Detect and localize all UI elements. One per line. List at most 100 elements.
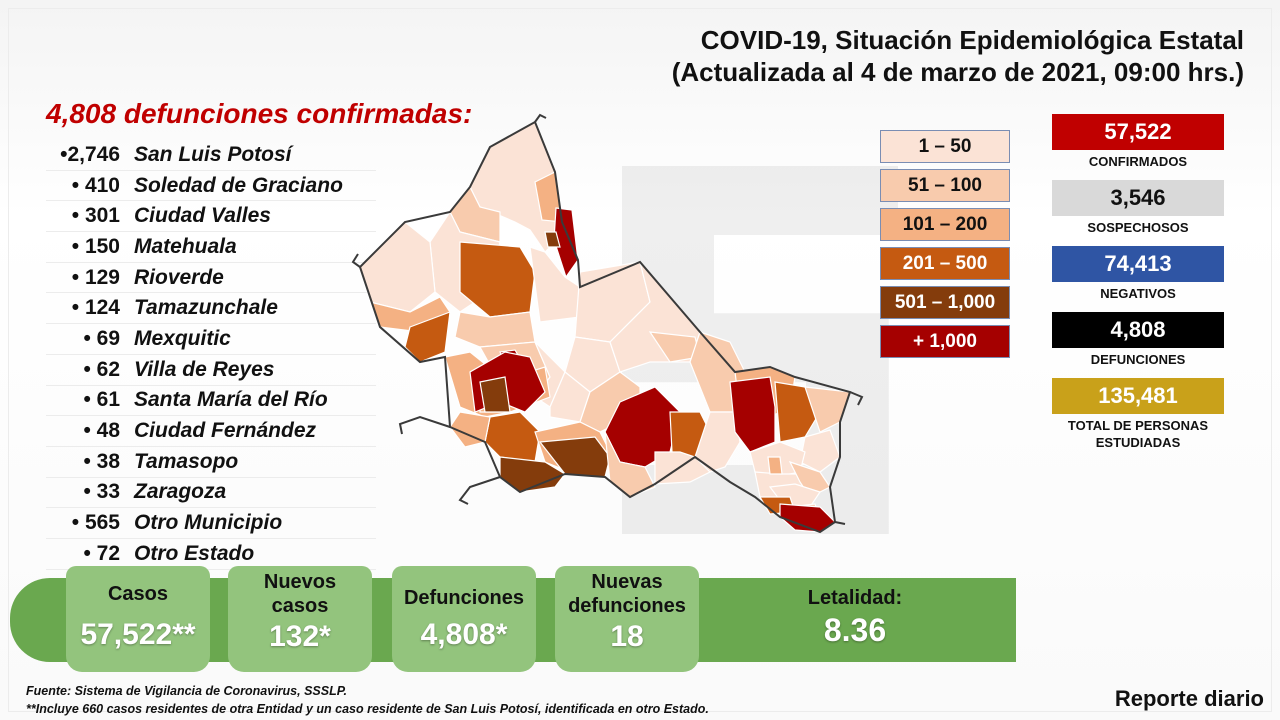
- death-count: • 48: [83, 419, 120, 443]
- cases-note: **Incluye 660 casos residentes de otra E…: [26, 702, 709, 716]
- stat-suspected: 3,546 SOSPECHOSOS: [1052, 180, 1224, 236]
- municipality-name: Matehuala: [134, 234, 237, 258]
- death-count: • 33: [83, 480, 120, 504]
- list-item: • 38 Tamasopo: [46, 447, 376, 478]
- death-count: • 38: [83, 449, 120, 473]
- stat-value: 135,481: [1052, 378, 1224, 414]
- death-count: • 129: [71, 265, 120, 289]
- list-item: •2,746 San Luis Potosí: [46, 140, 376, 171]
- municipality-name: Otro Municipio: [134, 511, 283, 535]
- stat-deaths: 4,808 DEFUNCIONES: [1052, 312, 1224, 368]
- list-item: • 565 Otro Municipio: [46, 508, 376, 539]
- map-outline: [358, 120, 852, 534]
- state-choropleth-map: [351, 113, 864, 534]
- death-count: • 150: [71, 234, 120, 258]
- page-title: COVID-19, Situación Epidemiológica Estat…: [672, 24, 1244, 88]
- stat-value: 74,413: [1052, 246, 1224, 282]
- map-region: [799, 429, 841, 473]
- stat-label: SOSPECHOSOS: [1087, 220, 1189, 235]
- new-deaths-label: Nuevas defunciones: [568, 571, 686, 617]
- cases-card: Casos 57,522**: [66, 566, 210, 672]
- legend-item: + 1,000: [880, 325, 1010, 358]
- cases-value: 57,522**: [80, 618, 196, 651]
- footnote: Fuente: Sistema de Vigilancia de Coronav…: [26, 682, 709, 718]
- legend-item: 1 – 50: [880, 130, 1010, 163]
- list-item: • 69 Mexquitic: [46, 324, 376, 355]
- stat-label: NEGATIVOS: [1100, 286, 1176, 301]
- map-region: [454, 311, 536, 348]
- map-region: [767, 456, 783, 475]
- list-item: • 301 Ciudad Valles: [46, 201, 376, 233]
- lethality-value: 8.36: [823, 612, 887, 648]
- municipality-name: Otro Estado: [134, 541, 255, 565]
- title-line-1: COVID-19, Situación Epidemiológica Estat…: [700, 25, 1244, 55]
- municipality-name: Ciudad Fernández: [134, 419, 317, 443]
- death-count: •2,746: [60, 142, 120, 166]
- new-cases-label: Nuevos casos: [263, 571, 337, 617]
- map-region: [449, 411, 491, 448]
- daily-report-label: Reporte diario: [1114, 686, 1264, 711]
- legend-item: 51 – 100: [880, 169, 1010, 202]
- death-count: • 72: [83, 541, 120, 565]
- list-item: • 410 Soledad de Graciano: [46, 171, 376, 202]
- death-count: • 410: [71, 173, 120, 197]
- municipality-name: Tamasopo: [134, 449, 239, 473]
- legend-item: 501 – 1,000: [880, 286, 1010, 319]
- new-cases-value: 132*: [269, 620, 331, 653]
- municipality-name: Rioverde: [134, 265, 224, 289]
- map-region: [484, 411, 541, 463]
- municipality-name: Tamazunchale: [134, 296, 278, 320]
- municipality-name: Ciudad Valles: [134, 204, 271, 228]
- new-cases-card: Nuevos casos 132*: [228, 566, 372, 672]
- map-region: [459, 241, 536, 318]
- stat-label: DEFUNCIONES: [1090, 352, 1186, 367]
- map-region: [544, 231, 561, 248]
- municipality-deaths-list: •2,746 San Luis Potosí • 410 Soledad de Gr…: [46, 140, 376, 570]
- lethality-block: Letalidad: 8.36: [700, 582, 1010, 649]
- municipality-name: Soledad de Graciano: [134, 173, 343, 197]
- lethality-label: Letalidad:: [807, 587, 903, 609]
- municipality-name: Mexquitic: [134, 326, 231, 350]
- stat-label: TOTAL DE PERSONAS ESTUDIADAS: [1067, 418, 1209, 450]
- list-item: • 33 Zaragoza: [46, 478, 376, 509]
- list-item: • 61 Santa María del Río: [46, 386, 376, 417]
- municipality-name: Zaragoza: [134, 480, 227, 504]
- death-count: • 62: [83, 357, 120, 381]
- map-region: [729, 376, 776, 453]
- stat-negative: 74,413 NEGATIVOS: [1052, 246, 1224, 302]
- deaths-card: Defunciones 4,808*: [392, 566, 536, 672]
- map-legend: 1 – 50 51 – 100 101 – 200 201 – 500 501 …: [880, 130, 1010, 364]
- legend-item: 201 – 500: [880, 247, 1010, 280]
- stat-label: CONFIRMADOS: [1088, 154, 1188, 169]
- death-count: • 69: [83, 326, 120, 350]
- list-item: • 150 Matehuala: [46, 232, 376, 263]
- death-count: • 61: [83, 388, 120, 412]
- municipality-name: San Luis Potosí: [134, 142, 292, 166]
- list-item: • 124 Tamazunchale: [46, 293, 376, 325]
- list-item: • 62 Villa de Reyes: [46, 355, 376, 386]
- map-region: [479, 376, 511, 413]
- map-region: [549, 371, 591, 423]
- map-region: [538, 436, 611, 478]
- deaths-heading: 4,808 defunciones confirmadas:: [46, 98, 473, 129]
- death-count: • 565: [71, 511, 120, 535]
- death-count: • 301: [71, 204, 120, 228]
- list-item: • 129 Rioverde: [46, 263, 376, 294]
- death-count: • 124: [71, 296, 120, 320]
- map-region: [404, 311, 451, 363]
- cases-label: Casos: [107, 583, 169, 605]
- new-deaths-card: Nuevas defunciones 18: [555, 566, 699, 672]
- title-line-2: (Actualizada al 4 de marzo de 2021, 09:0…: [671, 57, 1244, 87]
- municipality-name: Santa María del Río: [134, 388, 328, 412]
- list-item: • 48 Ciudad Fernández: [46, 416, 376, 447]
- deaths-label: Defunciones: [403, 587, 525, 609]
- source-note: Fuente: Sistema de Vigilancia de Coronav…: [26, 684, 347, 698]
- municipality-name: Villa de Reyes: [134, 357, 275, 381]
- stat-total-studied: 135,481 TOTAL DE PERSONAS ESTUDIADAS: [1052, 378, 1224, 451]
- new-deaths-value: 18: [610, 620, 644, 653]
- stats-panel: 57,522 CONFIRMADOS 3,546 SOSPECHOSOS 74,…: [1052, 114, 1224, 461]
- deaths-value: 4,808*: [420, 618, 508, 651]
- stat-value: 3,546: [1052, 180, 1224, 216]
- slide-frame: [8, 8, 1272, 712]
- stat-value: 4,808: [1052, 312, 1224, 348]
